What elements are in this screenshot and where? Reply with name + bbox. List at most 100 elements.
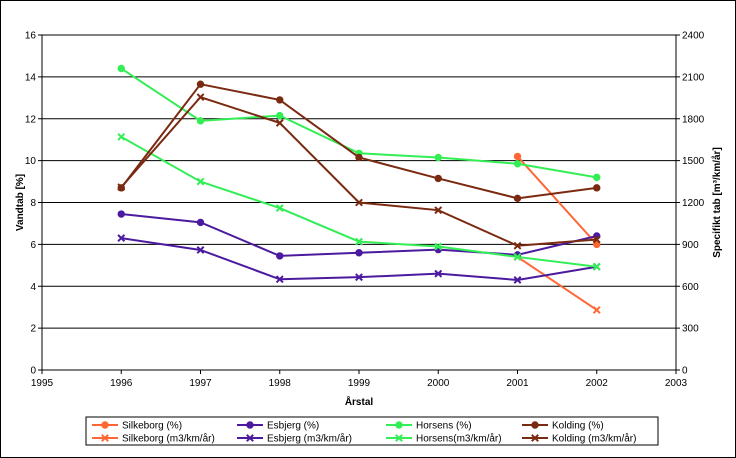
data-point [513, 276, 522, 284]
data-point [592, 306, 601, 314]
series-4 [117, 64, 601, 182]
data-point [196, 177, 205, 186]
legend [85, 416, 659, 446]
data-point [593, 173, 601, 182]
legend-label: Horsens (%) [416, 421, 472, 432]
legend-item: Esbjerg (%) [237, 421, 319, 432]
legend-label: Kolding (m3/km/år) [552, 433, 636, 445]
y-left-tick-label: 14 [25, 72, 37, 83]
data-point [513, 241, 522, 250]
data-point [355, 273, 363, 282]
y-left-tick-label: 12 [25, 114, 37, 125]
legend-item: Kolding (%) [522, 421, 604, 432]
y-left-tick-label: 6 [30, 240, 36, 251]
data-point [513, 253, 522, 261]
y-axis-right-title: Specifikt tab [m³/km/år] [711, 147, 723, 258]
legend-item: Silkeborg (%) [92, 421, 182, 432]
data-point [117, 64, 125, 73]
series-6 [117, 80, 601, 203]
series-line [516, 155, 598, 246]
data-point [276, 111, 284, 120]
x-axis-title: Årstal [345, 395, 374, 408]
y-left-tick-label: 16 [25, 31, 37, 42]
x-tick-label: 2001 [506, 378, 529, 389]
legend-label: Esbjerg (%) [267, 421, 319, 432]
data-point [434, 206, 443, 215]
legend-item: Horsens(m3/km/år) [386, 433, 502, 445]
x-tick-label: 1999 [348, 378, 371, 389]
x-tick-label: 1998 [269, 378, 292, 389]
legend-swatch-marker [395, 421, 403, 429]
legend-swatch-marker [531, 421, 539, 429]
data-point [513, 152, 522, 161]
data-point [117, 234, 126, 243]
legend-item: Silkeborg (m3/km/år) [92, 433, 215, 445]
series-line [516, 256, 598, 311]
legend-label: Silkeborg (m3/km/år) [122, 433, 215, 445]
legend-swatch-marker [531, 434, 539, 442]
data-point [196, 218, 205, 227]
x-tick-label: 2003 [665, 378, 688, 389]
data-point [117, 210, 125, 218]
y-left-tick-label: 0 [30, 366, 36, 377]
series-5 [117, 132, 601, 271]
data-point [117, 132, 126, 141]
legend-swatch-marker [101, 434, 109, 442]
data-point [513, 194, 522, 203]
y-right-tick-label: 2100 [682, 72, 705, 83]
series-7 [117, 93, 601, 250]
legend-item: Kolding (m3/km/år) [522, 433, 636, 445]
y-right-tick-label: 1800 [682, 114, 705, 125]
data-point [196, 80, 205, 88]
y-left-tick-label: 8 [30, 198, 36, 209]
data-point [275, 275, 284, 284]
legend-item: Esbjerg (m3/km/år) [237, 433, 352, 445]
data-point [355, 198, 363, 207]
series-2 [117, 210, 601, 260]
x-tick-label: 1997 [189, 378, 212, 389]
legend-label: Esbjerg (m3/km/år) [267, 433, 352, 445]
data-point [434, 269, 443, 278]
y-axis-left-title: Vandtab [%] [15, 174, 26, 231]
y-right-tick-label: 300 [682, 324, 699, 335]
legend-item: Horsens (%) [386, 421, 472, 432]
data-point [592, 235, 601, 244]
y-right-tick-label: 1200 [682, 198, 705, 209]
legend-label: Kolding (%) [552, 421, 604, 432]
legend-label: Horsens(m3/km/år) [416, 433, 502, 445]
data-point [196, 246, 205, 254]
y-right-tick-label: 900 [682, 240, 699, 251]
legend-swatch-marker [246, 434, 254, 442]
data-point [117, 183, 126, 192]
data-point [593, 240, 601, 249]
data-point [196, 93, 205, 102]
data-point [434, 242, 443, 251]
y-left-tick-label: 2 [30, 324, 36, 335]
data-point [276, 96, 284, 104]
series-0 [513, 152, 601, 249]
y-right-tick-label: 1500 [682, 156, 705, 167]
legend-swatch-marker [395, 434, 403, 442]
x-tick-label: 2002 [586, 378, 609, 389]
y-right-tick-label: 0 [682, 366, 688, 377]
data-point [355, 153, 363, 162]
data-point [275, 119, 284, 127]
y-right-tick-label: 600 [682, 282, 699, 293]
data-point [275, 204, 284, 212]
legend-swatch-marker [101, 421, 109, 429]
data-point [513, 160, 522, 168]
data-point [196, 117, 205, 125]
data-point [593, 184, 601, 192]
data-point [434, 174, 442, 183]
data-point [592, 262, 601, 271]
data-point [276, 252, 284, 260]
x-tick-label: 1996 [110, 378, 133, 389]
y-left-tick-label: 10 [25, 156, 37, 167]
legend-swatch-marker [246, 421, 254, 429]
data-point [355, 237, 363, 246]
legend-label: Silkeborg (%) [122, 421, 182, 432]
x-tick-label: 1995 [31, 378, 54, 389]
x-tick-label: 2000 [427, 378, 450, 389]
data-point [355, 249, 363, 257]
